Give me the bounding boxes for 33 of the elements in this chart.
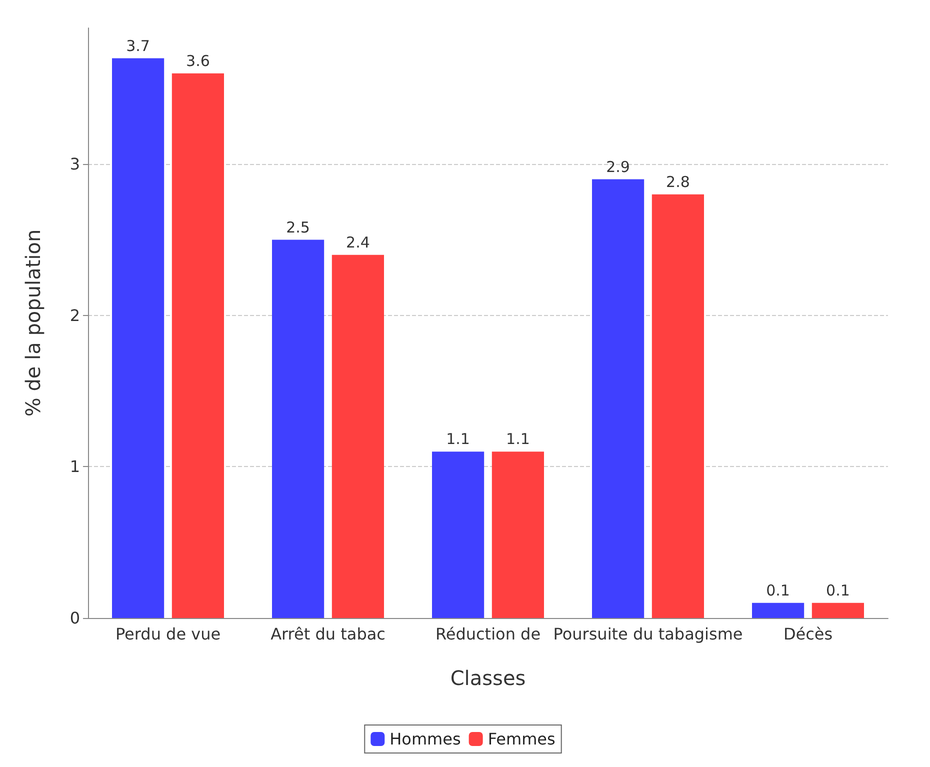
bar <box>112 58 164 618</box>
y-tick-label: 3 <box>70 154 80 174</box>
y-axis-title: % de la population <box>21 229 45 417</box>
data-label: 2.4 <box>346 233 370 252</box>
x-tick-label: Réduction de <box>435 624 541 644</box>
x-tick-label: Décès <box>783 624 833 644</box>
bar <box>652 194 704 618</box>
y-tick-label: 2 <box>70 306 80 325</box>
bar <box>272 240 324 618</box>
bar <box>172 73 224 618</box>
data-label: 2.9 <box>606 158 630 176</box>
bar <box>332 254 384 618</box>
bar <box>492 452 544 618</box>
data-label: 0.1 <box>766 581 790 600</box>
x-tick-label: Poursuite du tabagisme <box>553 624 743 644</box>
bar <box>592 179 644 618</box>
x-tick-label: Arrêt du tabac <box>270 624 386 644</box>
legend-label: Hommes <box>390 730 461 748</box>
legend-label: Femmes <box>488 730 556 748</box>
y-tick-label: 1 <box>70 457 80 476</box>
bar <box>752 602 804 618</box>
x-tick-label: Perdu de vue <box>115 624 221 644</box>
data-label: 1.1 <box>506 430 530 448</box>
data-label: 2.5 <box>286 218 310 236</box>
x-axis-title: Classes <box>450 666 526 690</box>
data-label: 2.8 <box>666 172 690 191</box>
y-tick-label: 0 <box>70 608 80 628</box>
data-label: 3.7 <box>126 36 150 55</box>
data-label: 1.1 <box>446 430 470 448</box>
bar <box>812 602 864 618</box>
bar <box>432 452 484 618</box>
data-label: 0.1 <box>826 581 850 600</box>
data-label: 3.6 <box>186 52 210 70</box>
